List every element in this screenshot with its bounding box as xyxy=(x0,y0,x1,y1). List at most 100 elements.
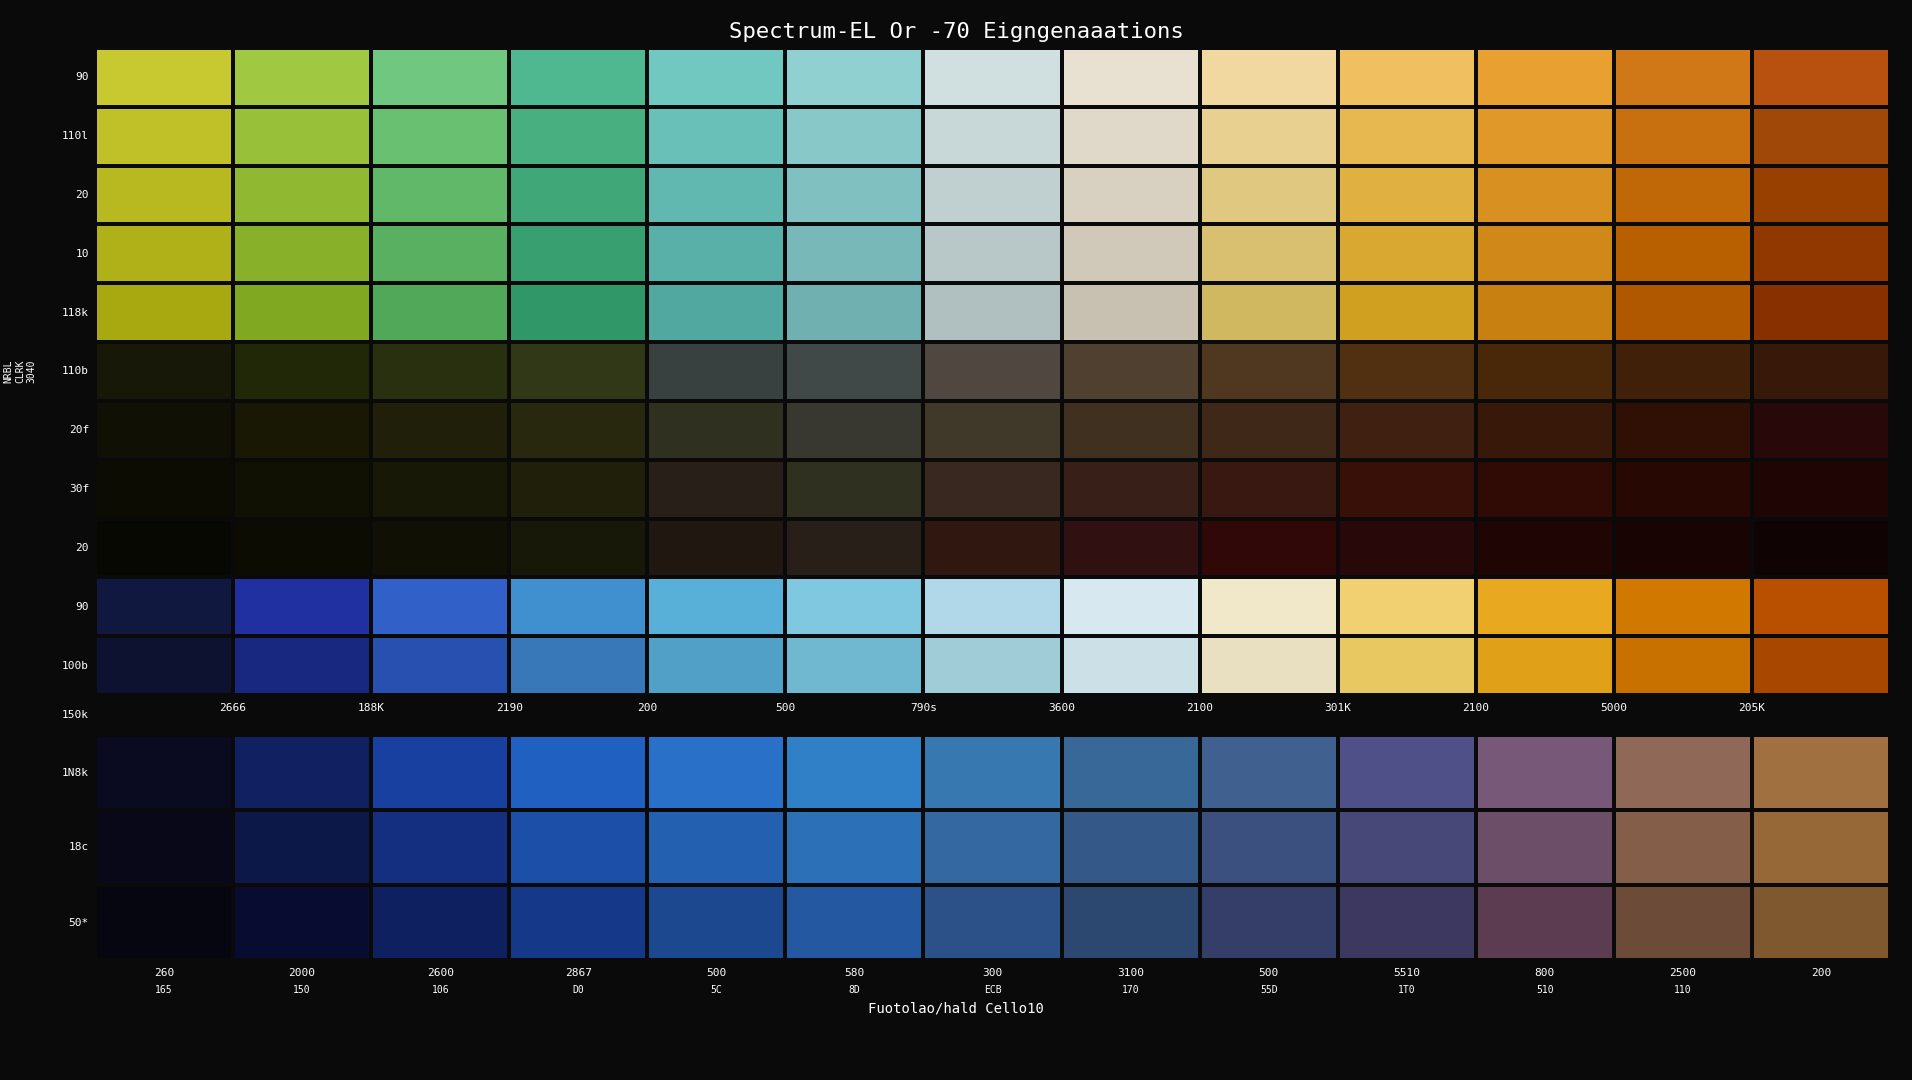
Bar xyxy=(1340,50,1474,105)
Text: 20: 20 xyxy=(75,543,90,553)
Bar xyxy=(373,887,507,958)
Bar xyxy=(1340,737,1474,808)
Bar xyxy=(1478,50,1612,105)
Bar xyxy=(235,227,369,281)
Text: 3100: 3100 xyxy=(1117,968,1143,978)
Text: 10: 10 xyxy=(75,248,90,259)
Text: 2500: 2500 xyxy=(1669,968,1696,978)
Bar xyxy=(788,285,922,340)
Bar xyxy=(1340,462,1474,516)
Text: 100b: 100b xyxy=(61,661,90,671)
Bar xyxy=(1616,227,1749,281)
Bar xyxy=(1753,285,1887,340)
Bar xyxy=(1340,521,1474,576)
Bar xyxy=(98,109,231,164)
Text: 2100: 2100 xyxy=(1463,703,1489,713)
Bar xyxy=(1063,167,1197,222)
Text: 2666: 2666 xyxy=(220,703,247,713)
Bar xyxy=(788,887,922,958)
Bar xyxy=(1063,462,1197,516)
Bar xyxy=(1201,403,1336,458)
Bar xyxy=(1063,737,1197,808)
Bar xyxy=(1478,638,1612,693)
Bar xyxy=(1616,579,1749,634)
Text: 110: 110 xyxy=(1675,985,1692,995)
Bar xyxy=(788,462,922,516)
Bar xyxy=(1478,285,1612,340)
Bar xyxy=(1063,345,1197,399)
Bar xyxy=(788,638,922,693)
Bar xyxy=(1201,462,1336,516)
Bar xyxy=(788,109,922,164)
Bar xyxy=(98,50,231,105)
Text: NRBL
CLRK
3040: NRBL CLRK 3040 xyxy=(4,360,36,383)
Bar xyxy=(373,737,507,808)
Bar xyxy=(1201,737,1336,808)
Bar xyxy=(1478,579,1612,634)
Text: 55D: 55D xyxy=(1260,985,1277,995)
Bar xyxy=(1616,521,1749,576)
Bar xyxy=(511,345,646,399)
Bar xyxy=(650,521,784,576)
Bar xyxy=(235,887,369,958)
Bar xyxy=(1616,812,1749,883)
Text: 188K: 188K xyxy=(358,703,384,713)
Text: 200: 200 xyxy=(637,703,658,713)
Bar xyxy=(511,167,646,222)
Bar xyxy=(788,403,922,458)
Text: 205K: 205K xyxy=(1738,703,1765,713)
Text: 150k: 150k xyxy=(61,710,90,720)
Bar xyxy=(511,638,646,693)
Bar xyxy=(1616,50,1749,105)
Bar xyxy=(1340,167,1474,222)
Bar xyxy=(235,812,369,883)
Bar xyxy=(1616,638,1749,693)
Text: 200: 200 xyxy=(1811,968,1832,978)
Bar xyxy=(1753,737,1887,808)
Text: 8D: 8D xyxy=(849,985,860,995)
Bar xyxy=(235,638,369,693)
Bar xyxy=(98,285,231,340)
Bar xyxy=(98,737,231,808)
Bar xyxy=(650,812,784,883)
Bar xyxy=(650,167,784,222)
Bar xyxy=(925,737,1059,808)
Bar xyxy=(925,887,1059,958)
Bar xyxy=(1201,345,1336,399)
Bar xyxy=(1340,638,1474,693)
Bar xyxy=(1478,521,1612,576)
Text: 2000: 2000 xyxy=(289,968,315,978)
Bar xyxy=(511,462,646,516)
Bar xyxy=(373,109,507,164)
Bar xyxy=(1616,403,1749,458)
Text: 20: 20 xyxy=(75,190,90,200)
Text: 800: 800 xyxy=(1535,968,1554,978)
Bar xyxy=(788,521,922,576)
Bar xyxy=(98,345,231,399)
Bar xyxy=(788,579,922,634)
Bar xyxy=(1478,227,1612,281)
Bar xyxy=(98,462,231,516)
Bar xyxy=(1616,285,1749,340)
Bar xyxy=(925,638,1059,693)
Text: D0: D0 xyxy=(572,985,585,995)
Bar xyxy=(650,403,784,458)
Bar xyxy=(98,167,231,222)
Bar xyxy=(1616,462,1749,516)
Bar xyxy=(1753,403,1887,458)
Bar xyxy=(373,345,507,399)
Bar xyxy=(511,887,646,958)
Text: 106: 106 xyxy=(432,985,449,995)
Bar xyxy=(650,285,784,340)
Bar xyxy=(925,812,1059,883)
Bar xyxy=(650,638,784,693)
Bar xyxy=(373,812,507,883)
Text: 5000: 5000 xyxy=(1600,703,1627,713)
Bar xyxy=(925,462,1059,516)
Bar xyxy=(1478,887,1612,958)
Text: Spectrum-EL Or -70 Eigngenaaations: Spectrum-EL Or -70 Eigngenaaations xyxy=(728,22,1184,42)
Bar xyxy=(1753,462,1887,516)
Bar xyxy=(511,812,646,883)
Bar xyxy=(98,579,231,634)
Bar xyxy=(373,579,507,634)
